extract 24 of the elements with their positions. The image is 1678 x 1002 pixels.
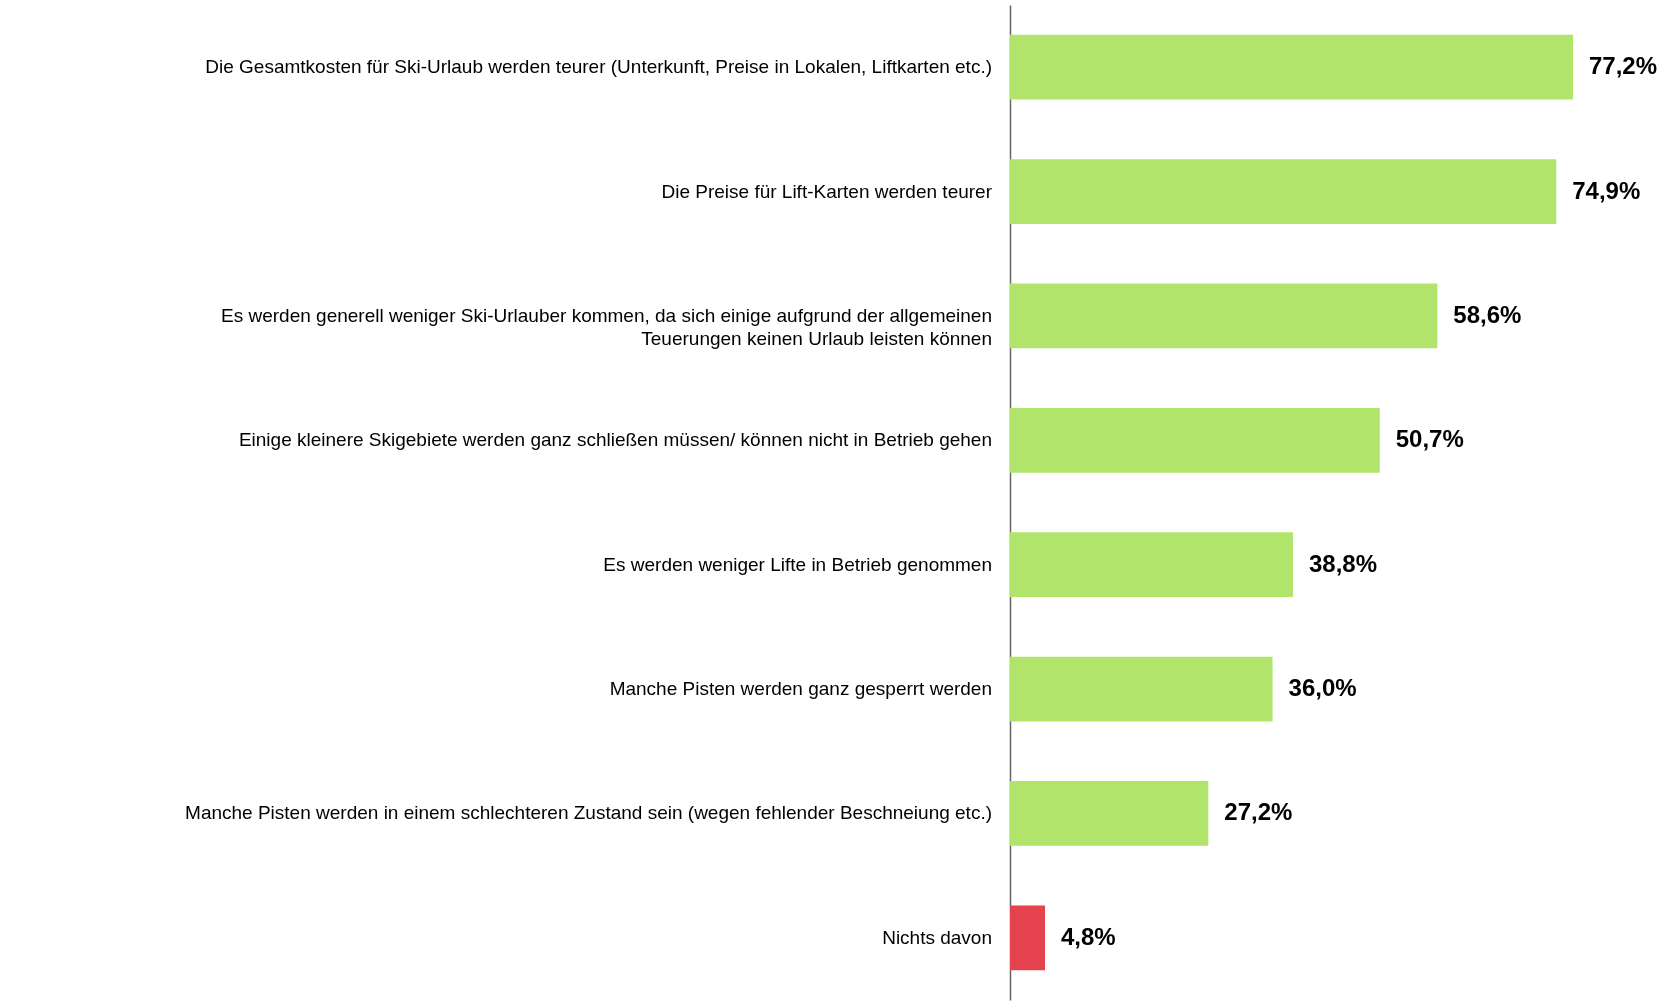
y-tick-label: Die Gesamtkosten für Ski-Urlaub werden teurer (Unterkunft, Preise in Lokalen, Liftkarten etc.) (205, 56, 992, 78)
y-tick-label: Nichts davon (882, 926, 992, 948)
bar (1010, 283, 1438, 349)
bar (1010, 532, 1293, 598)
y-tick-label: Einige kleinere Skigebiete werden ganz schließen müssen/ können nicht in Betrieb gehen (238, 429, 992, 451)
y-tick-label: Die Preise für Lift-Karten werden teurer (661, 180, 993, 202)
y-tick-label: Manche Pisten werden in einem schlechteren Zustand sein (wegen fehlender Beschneiung etc.) (185, 802, 992, 824)
data-label: 58,6% (1453, 300, 1522, 328)
bar (1010, 407, 1380, 473)
data-label: 50,7% (1395, 425, 1464, 453)
bar (1010, 34, 1573, 100)
data-label: 74,9% (1572, 176, 1641, 204)
y-tick-label: Es werden weniger Lifte in Betrieb genommen (603, 553, 992, 575)
data-label: 36,0% (1288, 674, 1357, 702)
bar (1010, 781, 1209, 846)
bar (1010, 656, 1273, 722)
data-label: 27,2% (1224, 798, 1293, 826)
data-label: 4,8% (1061, 922, 1116, 950)
bar (1010, 905, 1046, 971)
y-tick-label: Manche Pisten werden ganz gesperrt werden (609, 678, 992, 700)
bar (1010, 159, 1557, 224)
data-label: 38,8% (1308, 549, 1378, 577)
data-label: 77,2% (1589, 52, 1658, 80)
y-tick-label: Es werden generell weniger Ski-Urlauber kommen, da sich einige aufgrund der allgemeinen Teuerungen keinen Urlaub leisten können (221, 304, 992, 349)
